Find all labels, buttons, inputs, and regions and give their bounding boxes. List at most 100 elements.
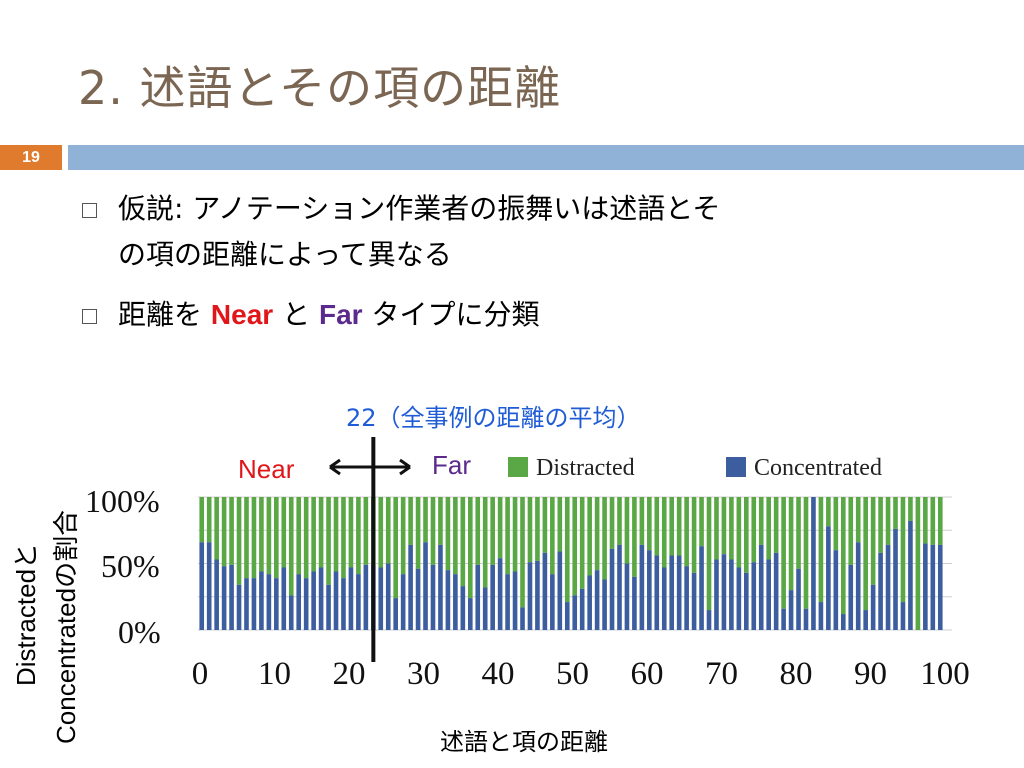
slide-number: 19 [22,149,40,166]
bar-distracted [572,497,578,596]
bar-distracted [415,497,421,569]
bar-distracted [669,497,675,556]
bar-concentrated [647,550,652,630]
bar-concentrated [773,552,779,630]
bar-distracted [654,497,660,556]
bullet-marker [82,309,97,324]
bar-distracted [736,497,742,568]
bar-distracted [557,497,563,552]
bar-distracted [893,497,898,529]
bar-distracted [296,497,302,575]
bar-distracted [512,497,518,572]
bullet-text: 距離を Near と Far タイプに分類 [118,294,539,336]
bar-distracted [266,497,272,575]
bar-concentrated [885,544,891,630]
bar-concentrated [878,552,883,630]
bar-distracted [930,497,936,545]
bar-distracted [579,497,585,589]
y-tick-label: 100% [85,483,160,519]
bar-concentrated [378,567,384,630]
bar-concentrated [400,574,406,630]
y-tick-label: 0% [118,614,161,650]
near-far-arrow [329,458,411,476]
bar-distracted [326,497,331,585]
x-tick-label: 90 [854,656,887,692]
x-tick-label: 10 [258,656,291,692]
bar-concentrated [609,548,615,630]
x-tick-label: 60 [630,656,664,692]
bar-concentrated [691,572,697,630]
bar-concentrated [803,608,809,630]
y-tick-label: 50% [101,548,160,584]
bar-concentrated [266,574,272,630]
bar-distracted [244,497,249,579]
x-tick-label: 40 [481,656,515,692]
legend-label: Distracted [536,455,635,481]
bar-concentrated [721,554,727,630]
bar-concentrated [363,564,369,630]
bar-distracted [587,497,592,576]
bar-distracted [527,497,533,563]
bar-concentrated [542,552,548,630]
bar-concentrated [430,564,436,630]
bar-concentrated [199,542,205,630]
bar-distracted [236,497,242,585]
bar-distracted [833,497,839,551]
bar-distracted [758,497,764,545]
bar-concentrated [333,571,339,630]
bar-distracted [460,497,466,587]
bar-concentrated [318,567,324,630]
bar-distracted [378,497,384,568]
bar-concentrated [206,542,212,630]
slide-number-badge [0,145,62,170]
bar-distracted [303,497,309,579]
bar-distracted [333,497,339,572]
header-rule [68,145,1024,170]
bar-distracted [550,497,555,575]
bar-distracted [348,497,354,568]
bar-concentrated [818,602,824,630]
bar-concentrated [460,586,466,630]
bar-concentrated [624,563,630,630]
bar-concentrated [706,610,712,630]
bar-concentrated [579,588,585,630]
bar-concentrated [438,544,443,630]
bar-concentrated [729,559,734,630]
bar-concentrated [259,571,264,630]
bar-concentrated [281,567,287,630]
legend-label: Concentrated [754,455,882,481]
bar-concentrated [833,550,839,630]
bar-distracted [691,497,697,573]
bar-distracted [624,497,630,564]
bar-distracted [937,497,943,545]
bar-distracted [729,497,734,560]
bar-concentrated [535,560,540,630]
bar-concentrated [288,595,294,630]
x-tick-label: 50 [556,656,589,692]
bar-concentrated [408,544,413,630]
bar-distracted [520,497,525,608]
bar-distracted [274,497,279,579]
far-label: Far [432,450,471,480]
near-label: Near [238,454,295,484]
bar-distracted [467,497,473,599]
bar-distracted [855,497,861,543]
bar-distracted [684,497,689,567]
bar-distracted [803,497,809,609]
bar-distracted [430,497,436,565]
bar-concentrated [572,595,578,630]
bar-concentrated [251,578,257,630]
near-highlight: Near [210,299,274,330]
bar-distracted [639,497,645,545]
bar-concentrated [505,574,510,630]
bar-concentrated [714,559,719,630]
bar-concentrated [751,562,757,630]
bar-concentrated [587,575,592,630]
bar-concentrated [639,544,645,630]
bar-distracted [647,497,652,551]
bar-concentrated [229,564,234,630]
bar-distracted [818,497,824,603]
bar-concentrated [356,574,361,630]
bar-concentrated [393,598,399,630]
bar-distracted [863,497,868,611]
